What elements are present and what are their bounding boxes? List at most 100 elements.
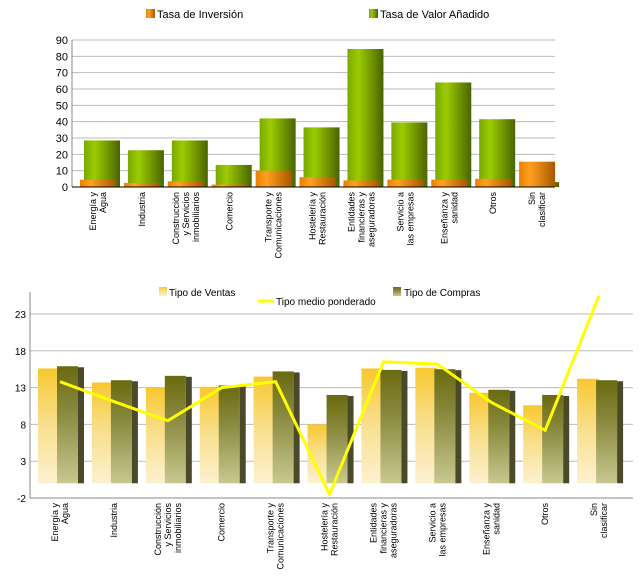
bar-compras-side (617, 381, 624, 484)
bar-ventas (199, 386, 222, 484)
y-tick-label: 10 (56, 166, 68, 178)
category-label: Construccióny Serviciosinmobiliarios (153, 503, 183, 556)
bar-compras (164, 375, 186, 484)
bar-ventas (38, 368, 60, 484)
bar-valor-anadido (215, 164, 252, 187)
bar-ventas (253, 376, 276, 484)
category-label: Hostelería yRestauración (308, 192, 328, 246)
bar-compras (488, 389, 510, 484)
category-label: Comercio (217, 503, 227, 542)
category-label: Servicio alas empresas (427, 503, 447, 557)
legend-label: Tipo de Compras (404, 288, 480, 299)
bar-compras-side (131, 381, 138, 484)
y-tick-label: 80 (56, 51, 68, 63)
bar-ventas (523, 405, 546, 484)
y-tick-label: 3 (20, 457, 26, 468)
bar-valor-anadido (391, 122, 428, 187)
bar-inversion (123, 182, 160, 187)
category-label: Transporte yComunicaciones (264, 192, 284, 259)
y-tick-label: 23 (15, 310, 27, 321)
bar-ventas (91, 382, 114, 484)
bar-valor-anadido (435, 82, 472, 187)
category-label: Energía yAgua (50, 503, 70, 542)
bar-compras (326, 394, 348, 484)
bar-ventas (577, 378, 600, 484)
category-label: Transporte yComunicaciones (266, 503, 286, 570)
bar-compras-side (563, 395, 570, 484)
category-label: Sinclasificar (589, 503, 609, 538)
bar-ventas (469, 392, 492, 484)
bar-compras (218, 385, 240, 484)
category-label: Entidadesfinancieras yaseguradoras (346, 192, 376, 248)
bar-compras (596, 380, 618, 484)
bar-inversion (167, 181, 204, 187)
bar-inversion (519, 161, 556, 187)
y-tick-label: 40 (56, 117, 68, 129)
legend-label: Tasa de Inversión (157, 9, 243, 21)
y-tick-label: 13 (15, 384, 27, 395)
category-label: Sinclasificar (527, 192, 547, 227)
y-tick-label: 90 (56, 35, 68, 47)
bar-compras (542, 394, 564, 484)
bar-valor-anadido (127, 150, 164, 187)
bar-valor-anadido (347, 48, 384, 187)
bar-compras-side (239, 386, 246, 484)
bar-compras-side (401, 370, 408, 484)
y-tick-label: -2 (17, 494, 26, 505)
line-tipo-medio (59, 295, 601, 499)
category-label: Comercio (225, 192, 235, 231)
bar-inversion (475, 178, 512, 187)
legend-label: Tipo de Ventas (169, 288, 235, 299)
category-label: Otros (540, 503, 550, 526)
category-label: Servicio alas empresas (395, 192, 415, 246)
y-tick-label: 60 (56, 84, 68, 96)
category-label: Industria (137, 192, 147, 227)
category-label: Energía yAgua (88, 192, 108, 231)
y-tick-label: 18 (15, 347, 27, 358)
bar-compras (272, 371, 294, 484)
legend-swatch (369, 9, 378, 18)
bar-ventas (361, 368, 384, 484)
legend-label: Tasa de Valor Añadido (380, 9, 489, 21)
category-label: Enseñanza ysanidad (481, 503, 501, 556)
bar-compras-side (455, 370, 462, 484)
bar-valor-anadido (303, 127, 340, 187)
category-label: Entidadesfinancieras yaseguradoras (368, 503, 398, 559)
y-tick-label: 0 (62, 182, 68, 194)
bar-inversion (343, 180, 380, 187)
legend-swatch (393, 287, 401, 296)
y-tick-label: 70 (56, 68, 68, 80)
legend-label: Tipo medio ponderado (276, 297, 376, 308)
y-tick-label: 30 (56, 133, 68, 145)
bar-compras (57, 366, 78, 484)
bar-inversion (299, 177, 336, 187)
bar-compras (434, 369, 456, 484)
y-tick-label: 50 (56, 100, 68, 112)
bar-valor-anadido (479, 119, 516, 187)
bar-compras (110, 380, 132, 484)
y-tick-label: 20 (56, 149, 68, 161)
legend-swatch (159, 287, 167, 296)
bar-inversion (211, 184, 248, 187)
category-label: Construccióny Serviciosinmobiliarios (171, 192, 201, 245)
bar-ventas (307, 424, 330, 484)
bar-compras-side (509, 390, 516, 484)
bar-inversion (387, 179, 424, 187)
bar-compras-side (78, 367, 84, 484)
y-tick-label: 8 (20, 420, 26, 431)
legend-swatch (146, 9, 155, 18)
category-label: Enseñanza ysanidad (439, 192, 459, 245)
category-label: Hostelería yRestauración (320, 503, 340, 557)
bar-inversion (431, 179, 468, 187)
bar-compras-side (185, 376, 192, 484)
bar-compras (380, 369, 402, 484)
category-label: Industria (109, 503, 119, 538)
bar-inversion (80, 179, 116, 187)
bar-valor-anadido (84, 140, 120, 187)
bar-inversion (255, 170, 292, 187)
bar-ventas (415, 367, 438, 484)
bar-ventas (145, 387, 168, 484)
category-label: Otros (488, 192, 498, 215)
bar-valor-anadido (171, 140, 208, 187)
